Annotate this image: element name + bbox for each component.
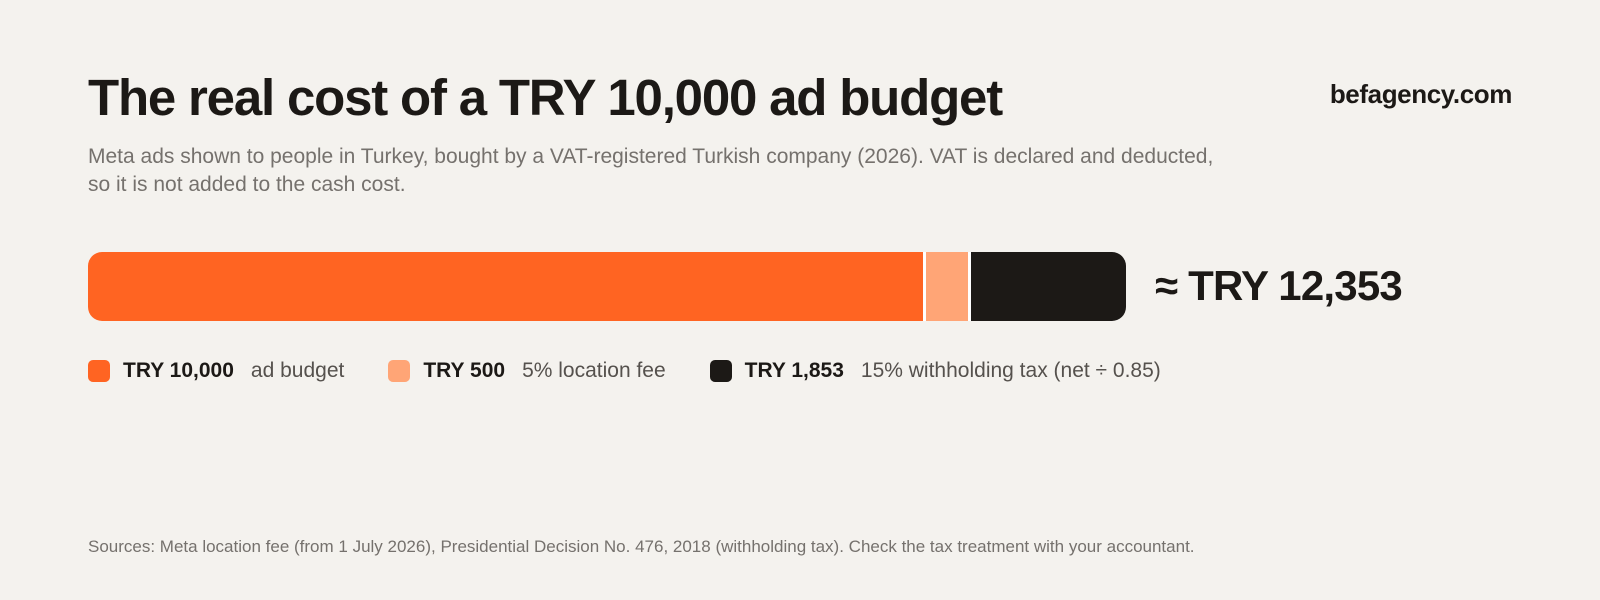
chart-subtitle: Meta ads shown to people in Turkey, boug… xyxy=(88,143,1328,199)
legend-value: TRY 1,853 xyxy=(744,359,844,382)
brand-logo: befagency.com xyxy=(1329,79,1513,109)
sources-note: Sources: Meta location fee (from 1 July … xyxy=(88,537,1195,556)
chart-title: The real cost of a TRY 10,000 ad budget xyxy=(88,69,1003,126)
bar-segment-3 xyxy=(971,252,1126,321)
legend-label: 5% location fee xyxy=(522,359,666,382)
subtitle-line-1: Meta ads shown to people in Turkey, boug… xyxy=(88,145,1214,168)
legend-swatch xyxy=(388,360,411,382)
legend-value: TRY 10,000 xyxy=(123,359,234,382)
bar-segment-1 xyxy=(88,252,924,321)
legend: TRY 10,000 ad budget TRY 500 5% location fe… xyxy=(88,357,1205,385)
legend-item-1: TRY 10,000 ad budget xyxy=(88,357,344,385)
legend-item-3: TRY 1,853 15% withholding tax (net ÷ 0.85… xyxy=(709,357,1161,385)
legend-item-2: TRY 500 5% location fee xyxy=(388,357,666,385)
legend-value: TRY 500 xyxy=(423,359,506,382)
bar-segment-2 xyxy=(926,252,969,321)
total-label: ≈ TRY 12,353 xyxy=(1155,262,1403,309)
legend-swatch xyxy=(88,360,110,382)
legend-swatch xyxy=(709,360,732,382)
subtitle-line-2: so it is not added to the cash cost. xyxy=(88,173,406,196)
stacked-bar xyxy=(88,252,1126,321)
legend-label: ad budget xyxy=(250,359,345,382)
legend-label: 15% withholding tax (net ÷ 0.85) xyxy=(860,359,1161,382)
